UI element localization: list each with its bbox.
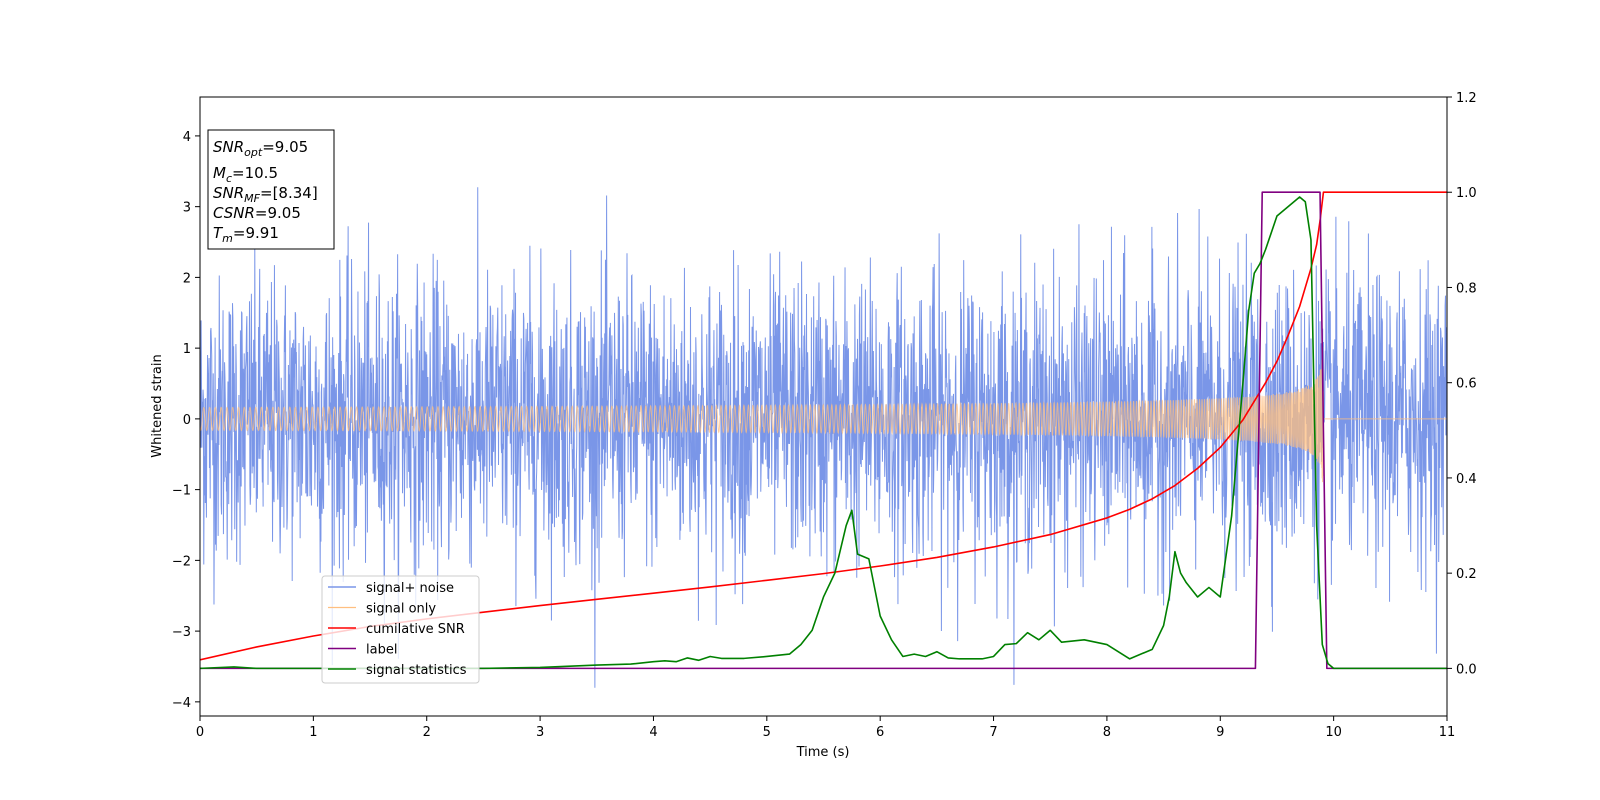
info-csnr-base: CSNR	[213, 204, 255, 222]
x-tick-label: 6	[876, 725, 884, 740]
info-mc-base: M	[213, 164, 226, 182]
info-snr-opt-base: SNR	[213, 138, 244, 156]
info-box: SNRopt=9.05 Mc=10.5 SNRMF=[8.34] CSNR=9.…	[208, 130, 334, 249]
info-snr-mf: SNRMF=[8.34]	[213, 184, 318, 205]
legend-label: cumilative SNR	[366, 622, 465, 637]
x-tick-label: 5	[763, 725, 771, 740]
y-tick-label: 2	[183, 271, 191, 286]
x-tick-label: 3	[536, 725, 544, 740]
info-csnr-value: =9.05	[255, 204, 301, 222]
y-tick-label: −1	[172, 484, 191, 499]
y2-tick-label: 1.0	[1456, 186, 1477, 201]
info-mc: Mc=10.5	[213, 164, 278, 185]
legend: signal+ noise signal only cumilative SNR la…	[322, 576, 479, 683]
x-tick-label: 7	[989, 725, 997, 740]
y2-tick-label: 0.6	[1456, 377, 1477, 392]
x-tick-label: 0	[196, 725, 204, 740]
info-mc-value: =10.5	[232, 164, 278, 182]
y-tick-label: 3	[183, 201, 191, 216]
y2-tick-label: 0.8	[1456, 281, 1477, 296]
y-axis-label: Whitened strain	[150, 354, 165, 457]
info-tm-value: =9.91	[233, 224, 279, 242]
y2-tick-label: 0.2	[1456, 567, 1477, 582]
x-tick-label: 9	[1216, 725, 1224, 740]
y-tick-label: 4	[183, 130, 191, 145]
info-snr-mf-value: =[8.34]	[260, 184, 318, 202]
x-tick-label: 8	[1103, 725, 1111, 740]
info-snr-opt-sub: opt	[244, 146, 263, 159]
y2-tick-label: 1.2	[1456, 91, 1477, 106]
info-snr-opt-value: =9.05	[262, 138, 308, 156]
x-axis-label: Time (s)	[796, 745, 850, 760]
x-tick-label: 4	[649, 725, 657, 740]
x-tick-label: 11	[1439, 725, 1456, 740]
info-tm-sub: m	[222, 232, 233, 245]
legend-label: label	[366, 643, 397, 658]
legend-label: signal only	[366, 602, 436, 617]
y-tick-label: −2	[172, 554, 191, 569]
y2-tick-label: 0.0	[1456, 662, 1477, 677]
y2-tick-label: 0.4	[1456, 472, 1477, 487]
legend-label: signal statistics	[366, 663, 467, 678]
x-tick-label: 1	[309, 725, 317, 740]
x-tick-label: 2	[423, 725, 431, 740]
y-tick-label: 0	[183, 413, 191, 428]
x-tick-label: 10	[1325, 725, 1342, 740]
y-tick-label: −4	[172, 696, 191, 711]
info-snr-mf-base: SNR	[213, 184, 244, 202]
y-tick-label: 1	[183, 342, 191, 357]
y-tick-label: −3	[172, 625, 191, 640]
legend-label: signal+ noise	[366, 581, 454, 596]
info-csnr: CSNR=9.05	[213, 204, 301, 222]
